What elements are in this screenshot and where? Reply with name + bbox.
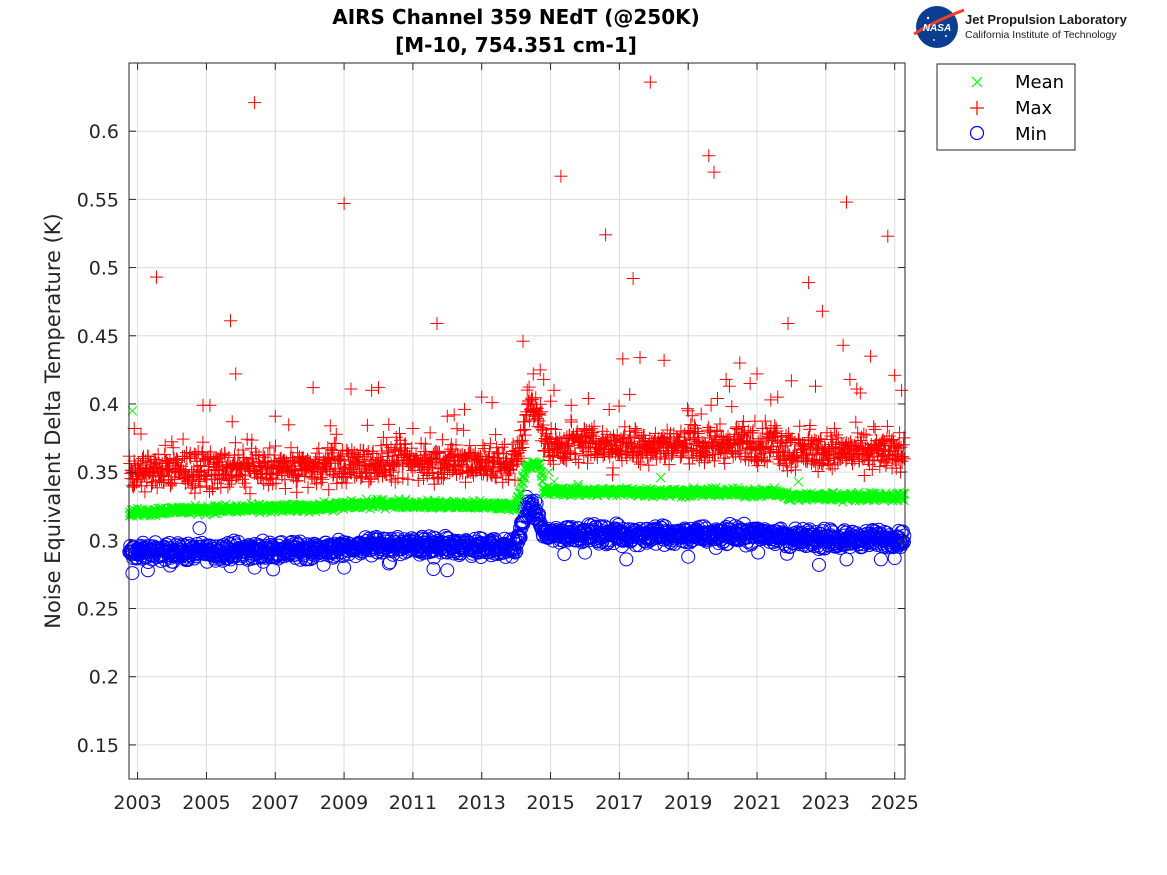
min-point bbox=[887, 551, 902, 566]
min-point bbox=[512, 531, 527, 546]
chart-title-line-2: [M-10, 754.351 cm-1] bbox=[395, 33, 637, 57]
min-point bbox=[170, 536, 185, 551]
min-point bbox=[223, 559, 238, 574]
min-point bbox=[528, 493, 543, 508]
chart-title-line-1: AIRS Channel 359 NEdT (@250K) bbox=[332, 5, 700, 29]
min-point bbox=[525, 497, 540, 511]
min-point bbox=[140, 563, 155, 578]
min-point bbox=[440, 563, 455, 578]
min-point bbox=[508, 545, 523, 560]
min-point bbox=[839, 552, 854, 567]
min-point bbox=[619, 552, 634, 567]
min-point bbox=[812, 557, 826, 572]
plot-background bbox=[129, 63, 905, 779]
min-point bbox=[247, 560, 262, 575]
series-mean bbox=[124, 405, 910, 521]
min-point bbox=[426, 562, 441, 576]
min-point bbox=[557, 547, 572, 561]
min-point bbox=[873, 552, 888, 567]
min-point bbox=[244, 541, 258, 555]
series-min bbox=[122, 489, 912, 581]
min-point bbox=[370, 545, 385, 560]
min-point bbox=[381, 556, 396, 571]
plot-area: 2003 2005 2007 2009 2011 2013 2015 2017 2019 2021… bbox=[77, 62, 919, 814]
min-point bbox=[578, 545, 592, 560]
min-point bbox=[258, 538, 273, 553]
min-point bbox=[532, 507, 546, 522]
min-point bbox=[316, 557, 331, 572]
min-point bbox=[897, 528, 912, 543]
min-point bbox=[513, 530, 528, 545]
min-point bbox=[125, 566, 140, 581]
min-point bbox=[529, 496, 544, 511]
min-point bbox=[527, 504, 542, 519]
min-point bbox=[751, 545, 766, 560]
min-point bbox=[509, 544, 524, 559]
min-point bbox=[192, 521, 207, 536]
data-series bbox=[122, 75, 912, 581]
min-point bbox=[337, 560, 352, 575]
min-point bbox=[896, 535, 911, 549]
min-point bbox=[681, 549, 696, 564]
